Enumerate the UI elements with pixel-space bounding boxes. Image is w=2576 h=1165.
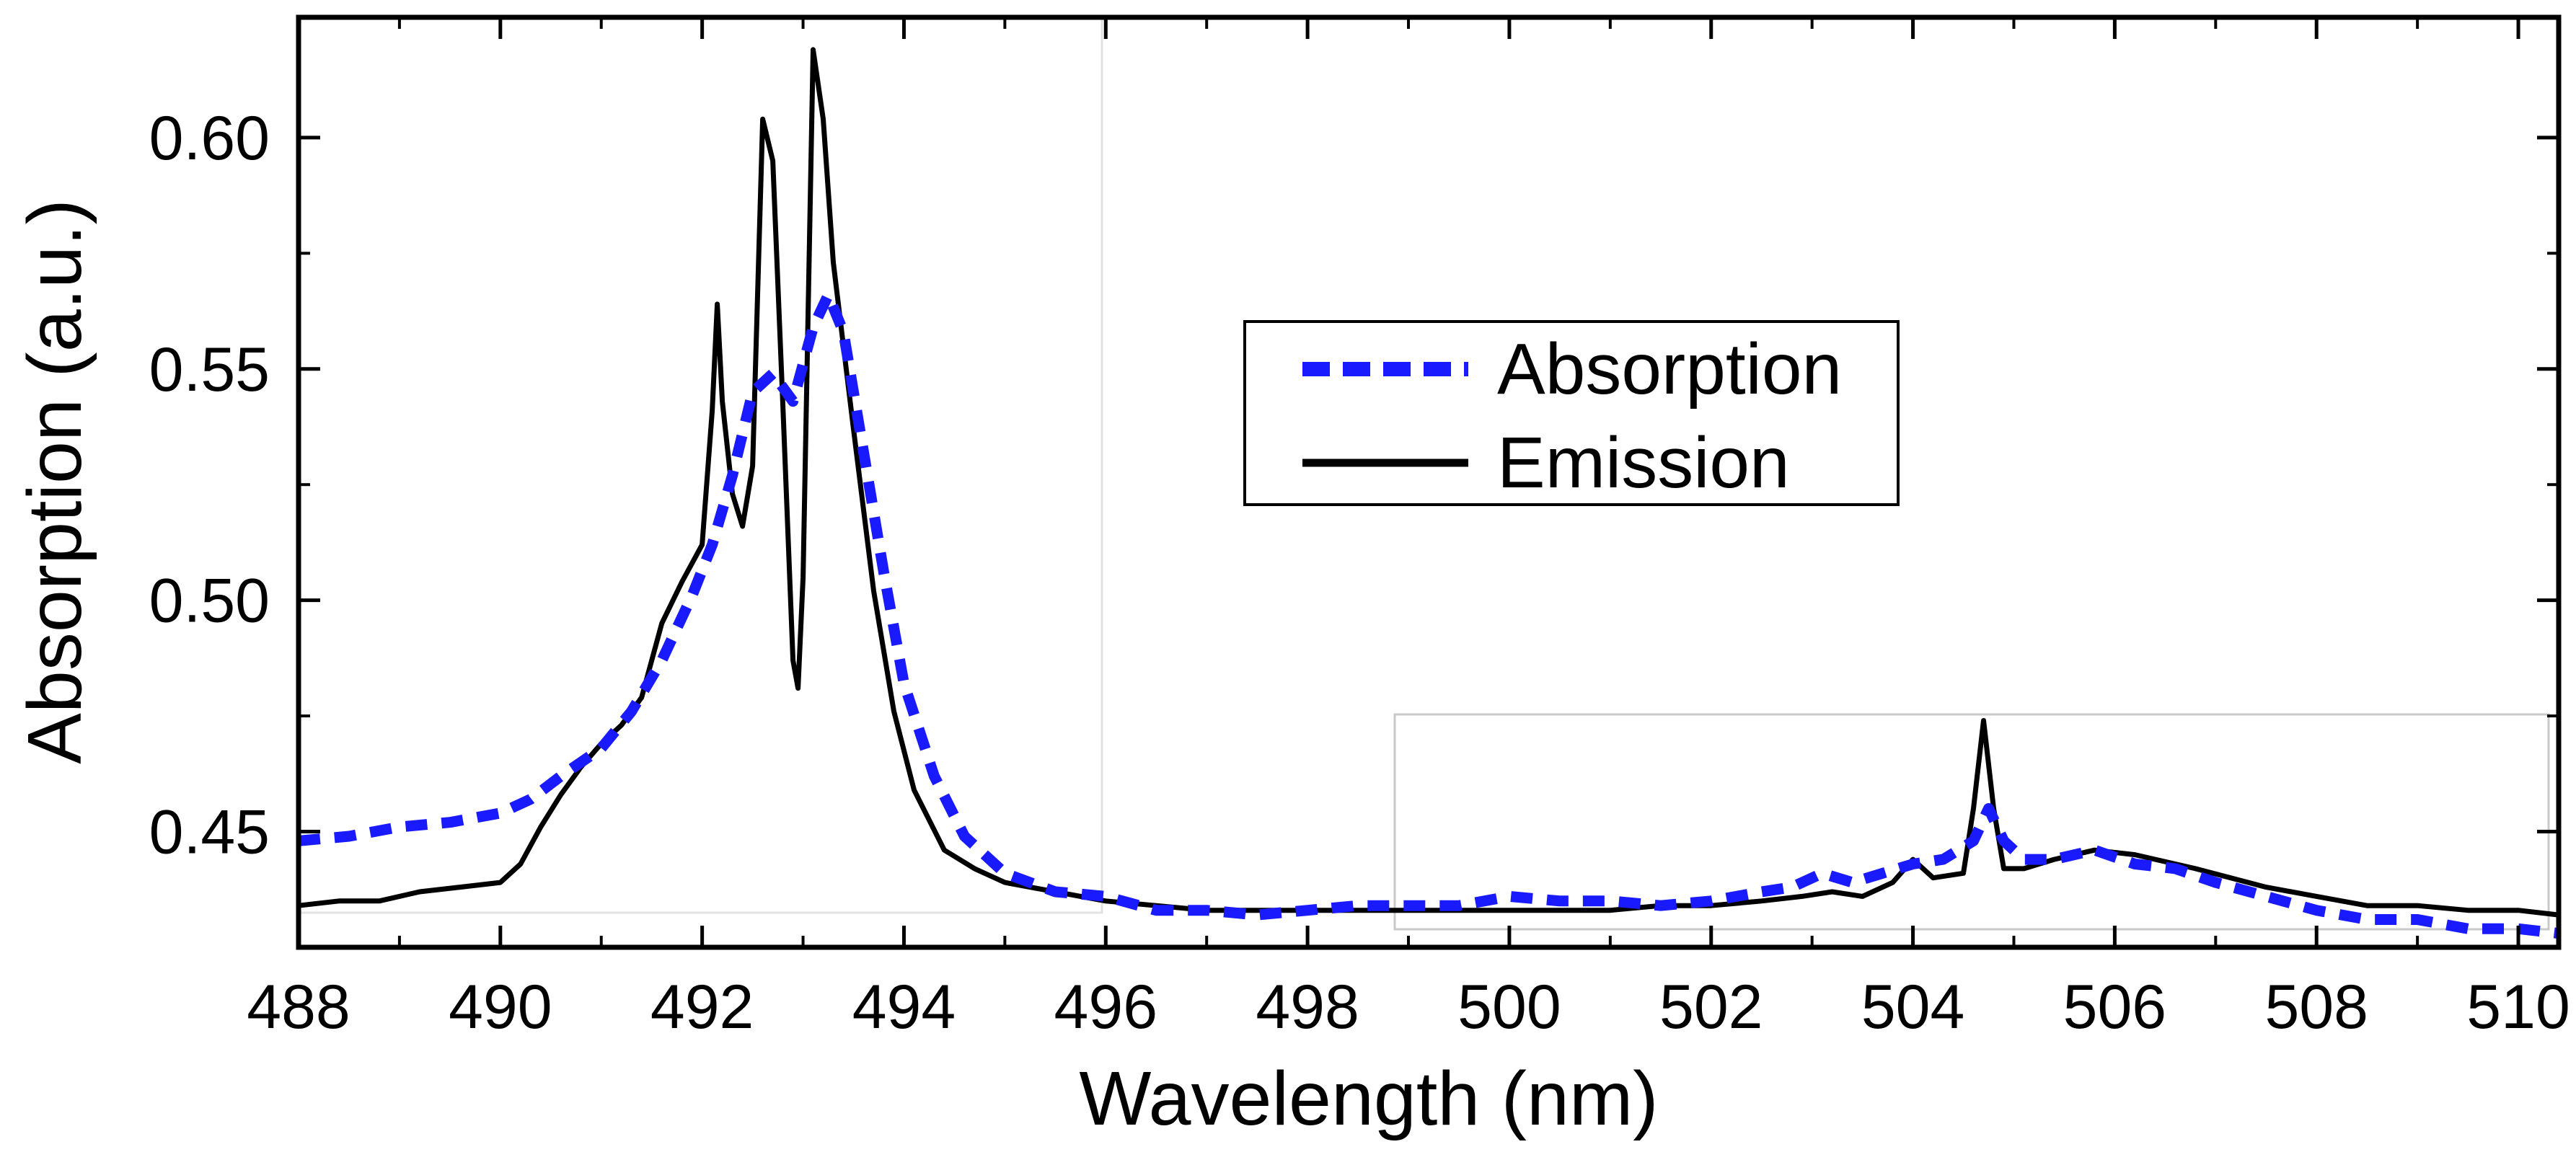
y-tick-label: 0.45: [149, 798, 270, 867]
x-tick-label: 506: [2063, 973, 2167, 1042]
inset-frame-right: [1393, 713, 2550, 931]
y-ticks: 0.45 0.50 0.55 0.60: [149, 104, 2559, 867]
x-tick-label: 492: [650, 973, 754, 1042]
legend-label-absorption: Absorption: [1497, 329, 1842, 409]
x-tick-label: 510: [2466, 973, 2570, 1042]
x-tick-label: 508: [2264, 973, 2368, 1042]
y-tick-label: 0.55: [149, 335, 270, 404]
series-layer: [298, 47, 2559, 939]
plot-frame: [296, 14, 2562, 950]
x-tick-label: 502: [1659, 973, 1763, 1042]
x-tick-label: 490: [449, 973, 552, 1042]
legend: Absorption Emission: [1243, 320, 1900, 506]
x-axis-label: Wavelength (nm): [1079, 1056, 1658, 1141]
legend-label-emission: Emission: [1497, 422, 1790, 503]
y-tick-label: 0.60: [149, 104, 270, 173]
x-tick-label: 494: [852, 973, 956, 1042]
legend-box: [1243, 320, 1900, 506]
y-tick-label: 0.50: [149, 567, 270, 636]
x-ticks: 488 490 492 494 496 498 500 502 504 506 508 510: [247, 17, 2570, 1042]
x-tick-label: 500: [1457, 973, 1561, 1042]
x-tick-label: 498: [1256, 973, 1359, 1042]
x-tick-label: 504: [1861, 973, 1965, 1042]
x-tick-label: 488: [247, 973, 350, 1042]
series-line-absorption: [298, 289, 2559, 939]
x-tick-label: 496: [1054, 973, 1158, 1042]
y-axis-label: Absorption (a.u.): [12, 199, 97, 764]
